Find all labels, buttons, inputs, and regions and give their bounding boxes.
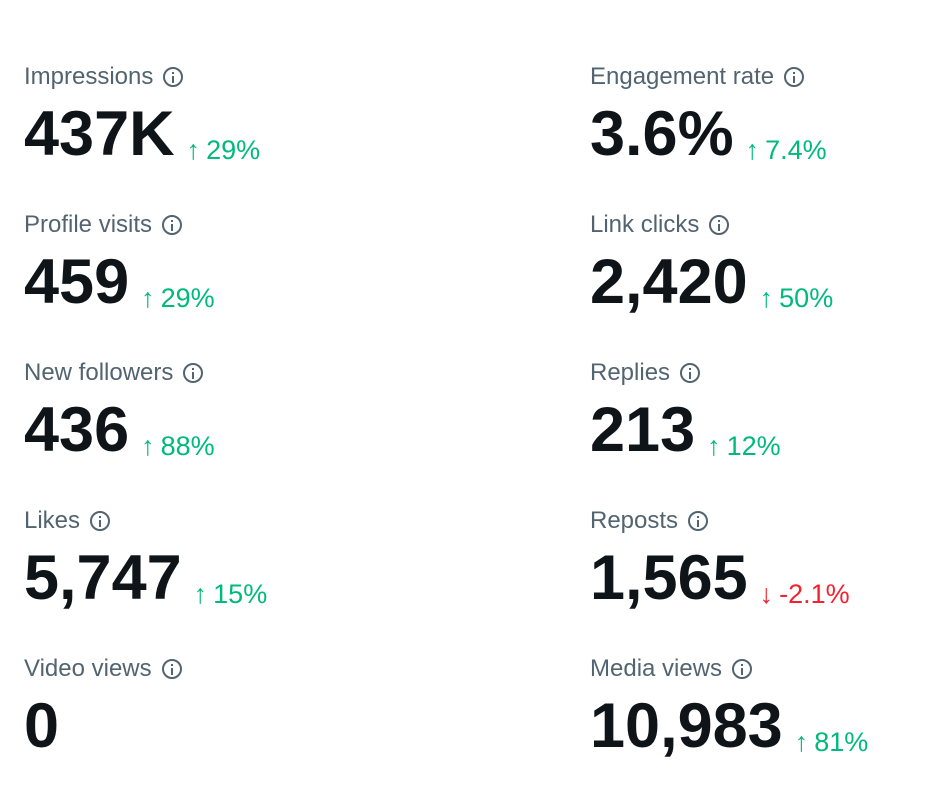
info-icon[interactable] (183, 363, 204, 383)
metric-value-row: 0 (24, 690, 564, 762)
arrow-up-icon: ↑ (745, 135, 760, 165)
info-icon[interactable] (90, 511, 111, 531)
metric-card-impressions: Impressions 437K ↑ 29% (24, 60, 564, 200)
metric-value-row: 5,747 ↑ 15% (24, 542, 564, 614)
metric-value-row: 1,565 ↓ -2.1% (590, 542, 938, 614)
metric-label: Reposts (590, 507, 679, 534)
arrow-up-icon: ↑ (193, 579, 208, 609)
metric-change: ↑ 7.4% (746, 135, 827, 166)
metric-label: Likes (24, 507, 81, 534)
info-icon[interactable] (680, 363, 701, 383)
metric-card-reposts: Reposts 1,565 ↓ -2.1% (590, 504, 938, 644)
metric-card-link-clicks: Link clicks 2,420 ↑ 50% (590, 208, 938, 348)
metric-value: 10,983 (590, 691, 783, 761)
metric-label-row: Profile visits (24, 208, 564, 242)
metric-label-row: Replies (590, 356, 938, 390)
metric-label: Media views (590, 655, 723, 682)
info-icon[interactable] (732, 659, 753, 679)
metric-card-video-views: Video views 0 (24, 652, 564, 792)
metric-value: 0 (24, 691, 60, 761)
metric-change-value: 50% (779, 283, 834, 313)
metric-card-likes: Likes 5,747 ↑ 15% (24, 504, 564, 644)
metric-label-row: Engagement rate (590, 60, 938, 94)
metric-change-value: 7.4% (765, 135, 827, 165)
metric-card-new-followers: New followers 436 ↑ 88% (24, 356, 564, 496)
info-icon[interactable] (162, 215, 183, 235)
metric-change-value: -2.1% (779, 579, 850, 609)
metric-value-row: 213 ↑ 12% (590, 394, 938, 466)
metric-label: Link clicks (590, 211, 700, 238)
metric-label-row: Video views (24, 652, 564, 686)
metric-value-row: 436 ↑ 88% (24, 394, 564, 466)
metric-value-row: 459 ↑ 29% (24, 246, 564, 318)
metric-card-replies: Replies 213 ↑ 12% (590, 356, 938, 496)
metric-change-value: 29% (206, 135, 261, 165)
metric-value-row: 3.6% ↑ 7.4% (590, 98, 938, 170)
arrow-down-icon: ↓ (759, 579, 774, 609)
metric-value: 5,747 (24, 543, 182, 613)
metric-label: Video views (24, 655, 152, 682)
metric-change-value: 88% (160, 431, 215, 461)
metric-label-row: Media views (590, 652, 938, 686)
metric-change: ↑ 15% (194, 579, 268, 610)
metric-value-row: 10,983 ↑ 81% (590, 690, 938, 762)
metric-change: ↑ 29% (141, 283, 215, 314)
metric-value: 2,420 (590, 247, 748, 317)
metric-label-row: Likes (24, 504, 564, 538)
info-icon[interactable] (784, 67, 805, 87)
info-icon[interactable] (161, 659, 182, 679)
info-icon[interactable] (163, 67, 184, 87)
metric-change: ↑ 12% (707, 431, 781, 462)
metric-label-row: Link clicks (590, 208, 938, 242)
arrow-up-icon: ↑ (794, 727, 809, 757)
metric-value: 459 (24, 247, 130, 317)
metric-value: 437K (24, 99, 175, 169)
metric-value: 213 (590, 395, 696, 465)
metric-change: ↑ 50% (760, 283, 834, 314)
metric-label: Replies (590, 359, 671, 386)
metric-change-value: 12% (726, 431, 781, 461)
metric-label-row: Reposts (590, 504, 938, 538)
metric-change-value: 29% (160, 283, 215, 313)
metric-label: Impressions (24, 63, 154, 90)
metric-change: ↓ -2.1% (760, 579, 850, 610)
metric-change: ↑ 88% (141, 431, 215, 462)
metric-card-media-views: Media views 10,983 ↑ 81% (590, 652, 938, 792)
info-icon[interactable] (688, 511, 709, 531)
metric-label-row: New followers (24, 356, 564, 390)
metric-change: ↑ 29% (187, 135, 261, 166)
arrow-up-icon: ↑ (759, 283, 774, 313)
arrow-up-icon: ↑ (707, 431, 721, 461)
metric-change-value: 15% (213, 579, 268, 609)
metric-card-profile-visits: Profile visits 459 ↑ 29% (24, 208, 564, 348)
metric-label: Profile visits (24, 211, 153, 238)
metric-change: ↑ 81% (795, 727, 869, 758)
info-icon[interactable] (709, 215, 730, 235)
metric-value-row: 2,420 ↑ 50% (590, 246, 938, 318)
arrow-up-icon: ↑ (141, 431, 155, 461)
metric-value-row: 437K ↑ 29% (24, 98, 564, 170)
arrow-up-icon: ↑ (141, 283, 155, 313)
metric-card-engagement-rate: Engagement rate 3.6% ↑ 7.4% (590, 60, 938, 200)
metric-value: 3.6% (590, 99, 734, 169)
metric-change-value: 81% (814, 727, 869, 757)
metric-value: 1,565 (590, 543, 748, 613)
metric-label: New followers (24, 359, 174, 386)
metric-value: 436 (24, 395, 130, 465)
metric-label-row: Impressions (24, 60, 564, 94)
metric-label: Engagement rate (590, 63, 775, 90)
arrow-up-icon: ↑ (186, 135, 201, 165)
